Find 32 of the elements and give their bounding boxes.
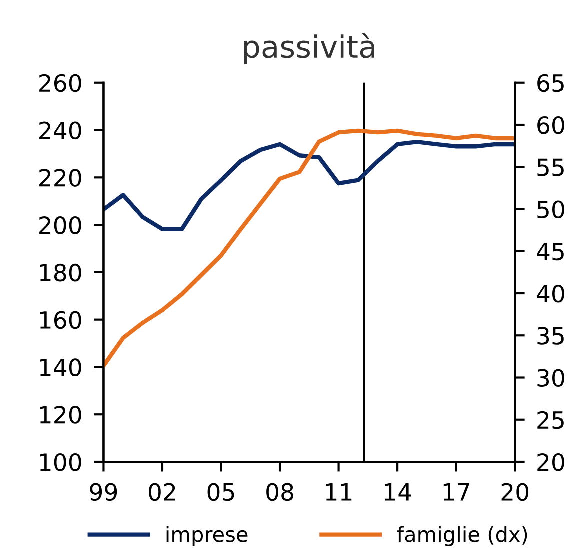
y2-tick-label: 20 [538,453,564,472]
x-tick-label: 14 [385,484,412,501]
y2-tick-label: 25 [538,411,564,430]
y2-tick-label: 30 [538,369,564,388]
legend-label: imprese [166,526,248,546]
y-tick-label: 160 [40,311,82,330]
line-series [104,140,516,232]
y-tick-label: 140 [40,358,82,377]
y2-tick-label: 60 [538,116,564,134]
y-tick-label: 100 [40,453,82,472]
x-tick-label: 11 [326,484,352,501]
x-tick-label: 08 [266,483,294,502]
y-tick-label: 200 [40,216,82,234]
x-tick-label: 05 [208,483,234,502]
y2-tick-label: 35 [538,327,564,345]
y2-tick-label: 65 [538,74,564,92]
y-tick-label: 220 [40,169,82,187]
y2-tick-label: 45 [537,243,564,261]
x-tick-label: 17 [444,484,470,501]
y-tick-label: 120 [40,406,82,424]
y2-tick-label: 55 [538,158,564,176]
y2-tick-label: 50 [538,200,564,219]
legend-label: famiglie (dx) [397,526,528,546]
line-series [104,128,516,368]
chart-title: passività [244,33,374,64]
x-tick-label: 99 [90,483,118,502]
y-tick-label: 240 [40,122,82,140]
y-tick-label: 180 [40,264,82,282]
x-tick-label: 20 [502,483,529,502]
x-tick-label: 02 [149,483,176,502]
y2-tick-label: 40 [537,284,564,303]
y-tick-label: 260 [40,74,82,92]
